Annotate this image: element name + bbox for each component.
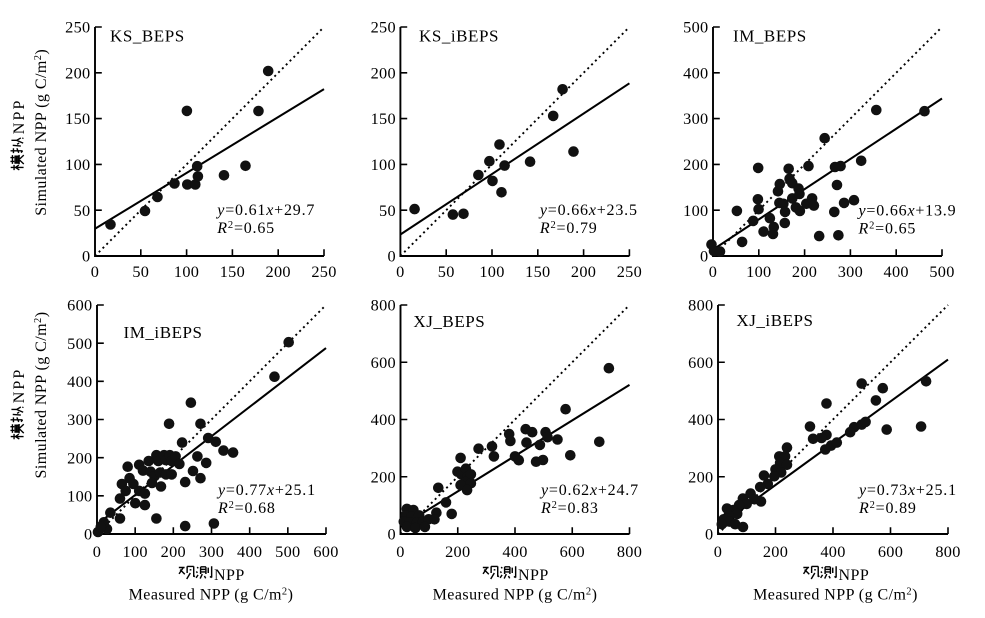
- svg-text:600: 600: [67, 296, 92, 315]
- svg-text:100: 100: [683, 201, 708, 220]
- svg-text:200: 200: [371, 467, 396, 486]
- svg-text:300: 300: [67, 410, 92, 429]
- svg-text:400: 400: [683, 63, 708, 82]
- svg-text:300: 300: [683, 109, 708, 128]
- svg-text:y=0.73x+25.1: y=0.73x+25.1: [857, 482, 957, 499]
- svg-text:R2=0.83: R2=0.83: [540, 500, 599, 517]
- svg-text:y=0.61x+29.7: y=0.61x+29.7: [215, 202, 315, 219]
- svg-text:Measured NPP (g C/m2): Measured NPP (g C/m2): [753, 586, 918, 603]
- svg-text:800: 800: [688, 296, 713, 315]
- svg-text:200: 200: [67, 448, 92, 467]
- svg-text:200: 200: [792, 262, 817, 281]
- svg-text:100: 100: [479, 262, 504, 281]
- svg-text:50: 50: [74, 201, 91, 220]
- svg-text:600: 600: [371, 353, 396, 372]
- svg-text:Simulated NPP (g C/m2): Simulated NPP (g C/m2): [33, 49, 50, 216]
- svg-text:0: 0: [709, 262, 717, 281]
- svg-text:KS_BEPS: KS_BEPS: [110, 26, 185, 45]
- svg-text:200: 200: [445, 542, 470, 561]
- svg-text:100: 100: [174, 262, 199, 281]
- svg-text:50: 50: [438, 262, 455, 281]
- svg-text:100: 100: [371, 155, 396, 174]
- svg-text:400: 400: [237, 542, 262, 561]
- svg-text:200: 200: [161, 542, 186, 561]
- svg-text:R2=0.65: R2=0.65: [858, 221, 917, 238]
- svg-text:200: 200: [65, 63, 90, 82]
- svg-text:500: 500: [683, 18, 708, 37]
- svg-text:100: 100: [123, 542, 148, 561]
- svg-text:250: 250: [65, 18, 90, 37]
- svg-text:800: 800: [935, 542, 960, 561]
- svg-text:200: 200: [688, 467, 713, 486]
- svg-text:0: 0: [705, 525, 713, 544]
- svg-text:0: 0: [714, 542, 722, 561]
- svg-text:50: 50: [379, 201, 396, 220]
- svg-text:150: 150: [220, 262, 245, 281]
- svg-text:150: 150: [525, 262, 550, 281]
- svg-text:800: 800: [617, 542, 642, 561]
- svg-text:500: 500: [929, 262, 954, 281]
- svg-text:y=0.66x+23.5: y=0.66x+23.5: [538, 202, 638, 219]
- svg-text:0: 0: [700, 247, 708, 266]
- svg-text:400: 400: [371, 410, 396, 429]
- svg-text:250: 250: [311, 262, 336, 281]
- svg-text:0: 0: [388, 525, 396, 544]
- svg-text:y=0.66x+13.9: y=0.66x+13.9: [857, 203, 957, 220]
- svg-text:250: 250: [617, 262, 642, 281]
- svg-text:400: 400: [820, 542, 845, 561]
- svg-text:500: 500: [67, 334, 92, 353]
- svg-text:R2=0.68: R2=0.68: [217, 500, 276, 517]
- svg-text:400: 400: [67, 372, 92, 391]
- svg-text:0: 0: [387, 247, 395, 266]
- svg-text:R2=0.79: R2=0.79: [539, 220, 598, 237]
- svg-text:NPP: NPP: [518, 567, 549, 584]
- svg-text:0: 0: [84, 525, 92, 544]
- svg-text:Measured NPP (g C/m2): Measured NPP (g C/m2): [433, 586, 598, 603]
- svg-text:NPP: NPP: [839, 567, 870, 584]
- svg-text:200: 200: [763, 542, 788, 561]
- svg-text:100: 100: [746, 262, 771, 281]
- svg-text:100: 100: [65, 155, 90, 174]
- svg-text:0: 0: [93, 542, 101, 561]
- svg-text:150: 150: [371, 109, 396, 128]
- svg-text:Simulated NPP (g C/m2): Simulated NPP (g C/m2): [33, 311, 50, 478]
- svg-text:300: 300: [838, 262, 863, 281]
- svg-text:250: 250: [371, 18, 396, 37]
- svg-text:R2=0.89: R2=0.89: [858, 500, 917, 517]
- svg-text:NPP: NPP: [214, 567, 245, 584]
- svg-text:0: 0: [82, 247, 90, 266]
- svg-text:200: 200: [371, 63, 396, 82]
- svg-text:NPP: NPP: [11, 368, 28, 404]
- svg-text:600: 600: [313, 542, 338, 561]
- svg-text:400: 400: [502, 542, 527, 561]
- svg-text:200: 200: [571, 262, 596, 281]
- svg-text:400: 400: [884, 262, 909, 281]
- svg-text:Measured NPP (g C/m2): Measured NPP (g C/m2): [129, 586, 294, 603]
- svg-text:800: 800: [371, 296, 396, 315]
- svg-text:600: 600: [560, 542, 585, 561]
- svg-text:XJ_iBEPS: XJ_iBEPS: [736, 311, 813, 330]
- svg-text:0: 0: [396, 542, 404, 561]
- svg-text:y=0.62x+24.7: y=0.62x+24.7: [539, 482, 639, 499]
- svg-text:300: 300: [199, 542, 224, 561]
- svg-text:600: 600: [878, 542, 903, 561]
- svg-text:0: 0: [396, 262, 404, 281]
- svg-text:XJ_BEPS: XJ_BEPS: [413, 312, 485, 331]
- svg-text:0: 0: [91, 262, 99, 281]
- svg-text:600: 600: [688, 353, 713, 372]
- svg-text:500: 500: [275, 542, 300, 561]
- svg-text:NPP: NPP: [11, 99, 28, 135]
- svg-text:200: 200: [683, 155, 708, 174]
- svg-text:400: 400: [688, 410, 713, 429]
- svg-text:KS_iBEPS: KS_iBEPS: [419, 26, 499, 45]
- svg-text:IM_iBEPS: IM_iBEPS: [124, 323, 203, 342]
- svg-text:200: 200: [266, 262, 291, 281]
- svg-text:y=0.77x+25.1: y=0.77x+25.1: [216, 482, 316, 499]
- svg-text:IM_BEPS: IM_BEPS: [733, 27, 807, 46]
- svg-text:150: 150: [65, 109, 90, 128]
- svg-text:50: 50: [132, 262, 149, 281]
- svg-text:100: 100: [67, 486, 92, 505]
- svg-text:R2=0.65: R2=0.65: [216, 220, 275, 237]
